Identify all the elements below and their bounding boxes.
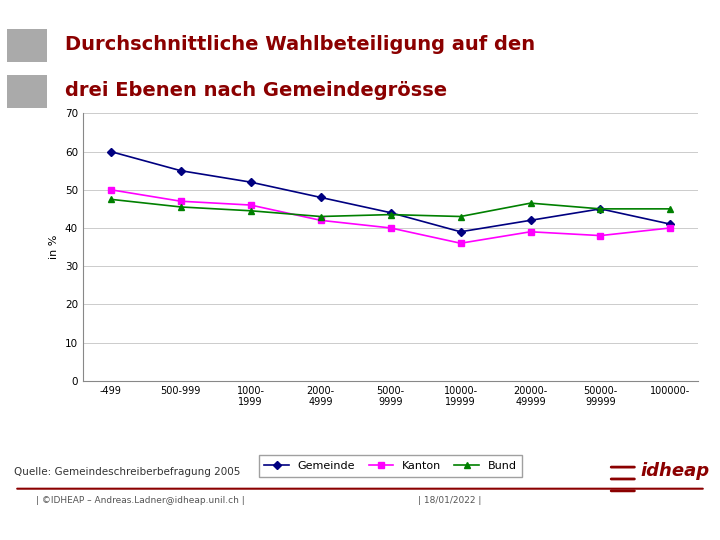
Bund bbox=[526, 200, 535, 206]
Text: idheap: idheap bbox=[641, 462, 710, 480]
Line: Gemeinde: Gemeinde bbox=[108, 149, 673, 234]
Bund bbox=[596, 206, 605, 212]
Kanton bbox=[246, 202, 255, 208]
Text: | ©IDHEAP – Andreas.Ladner@idheap.unil.ch |: | ©IDHEAP – Andreas.Ladner@idheap.unil.c… bbox=[36, 496, 245, 505]
Bund bbox=[246, 207, 255, 214]
Kanton bbox=[596, 232, 605, 239]
Bund bbox=[387, 211, 395, 218]
Line: Kanton: Kanton bbox=[108, 187, 673, 246]
Gemeinde bbox=[526, 217, 535, 224]
Kanton bbox=[387, 225, 395, 231]
Text: Quelle: Gemeindeschreiberbefragung 2005: Quelle: Gemeindeschreiberbefragung 2005 bbox=[14, 467, 240, 477]
Kanton bbox=[107, 186, 115, 193]
Kanton bbox=[666, 225, 675, 231]
Bund bbox=[456, 213, 465, 220]
Gemeinde bbox=[387, 210, 395, 216]
Legend: Gemeinde, Kanton, Bund: Gemeinde, Kanton, Bund bbox=[258, 456, 523, 477]
Line: Bund: Bund bbox=[107, 196, 674, 220]
Kanton bbox=[456, 240, 465, 246]
Bund bbox=[107, 196, 115, 202]
Gemeinde bbox=[666, 221, 675, 227]
Gemeinde bbox=[316, 194, 325, 201]
Kanton bbox=[176, 198, 185, 205]
Kanton bbox=[526, 228, 535, 235]
Y-axis label: in %: in % bbox=[49, 235, 59, 259]
Text: drei Ebenen nach Gemeindegrösse: drei Ebenen nach Gemeindegrösse bbox=[65, 81, 447, 100]
Gemeinde bbox=[246, 179, 255, 185]
Bund bbox=[666, 206, 675, 212]
Gemeinde bbox=[176, 167, 185, 174]
Bund bbox=[316, 213, 325, 220]
Gemeinde bbox=[456, 228, 465, 235]
Kanton bbox=[316, 217, 325, 224]
Gemeinde bbox=[107, 148, 115, 155]
Gemeinde bbox=[596, 206, 605, 212]
Text: | 18/01/2022 |: | 18/01/2022 | bbox=[418, 496, 481, 505]
Bund bbox=[176, 204, 185, 210]
Text: Durchschnittliche Wahlbeteiligung auf den: Durchschnittliche Wahlbeteiligung auf de… bbox=[65, 35, 535, 54]
